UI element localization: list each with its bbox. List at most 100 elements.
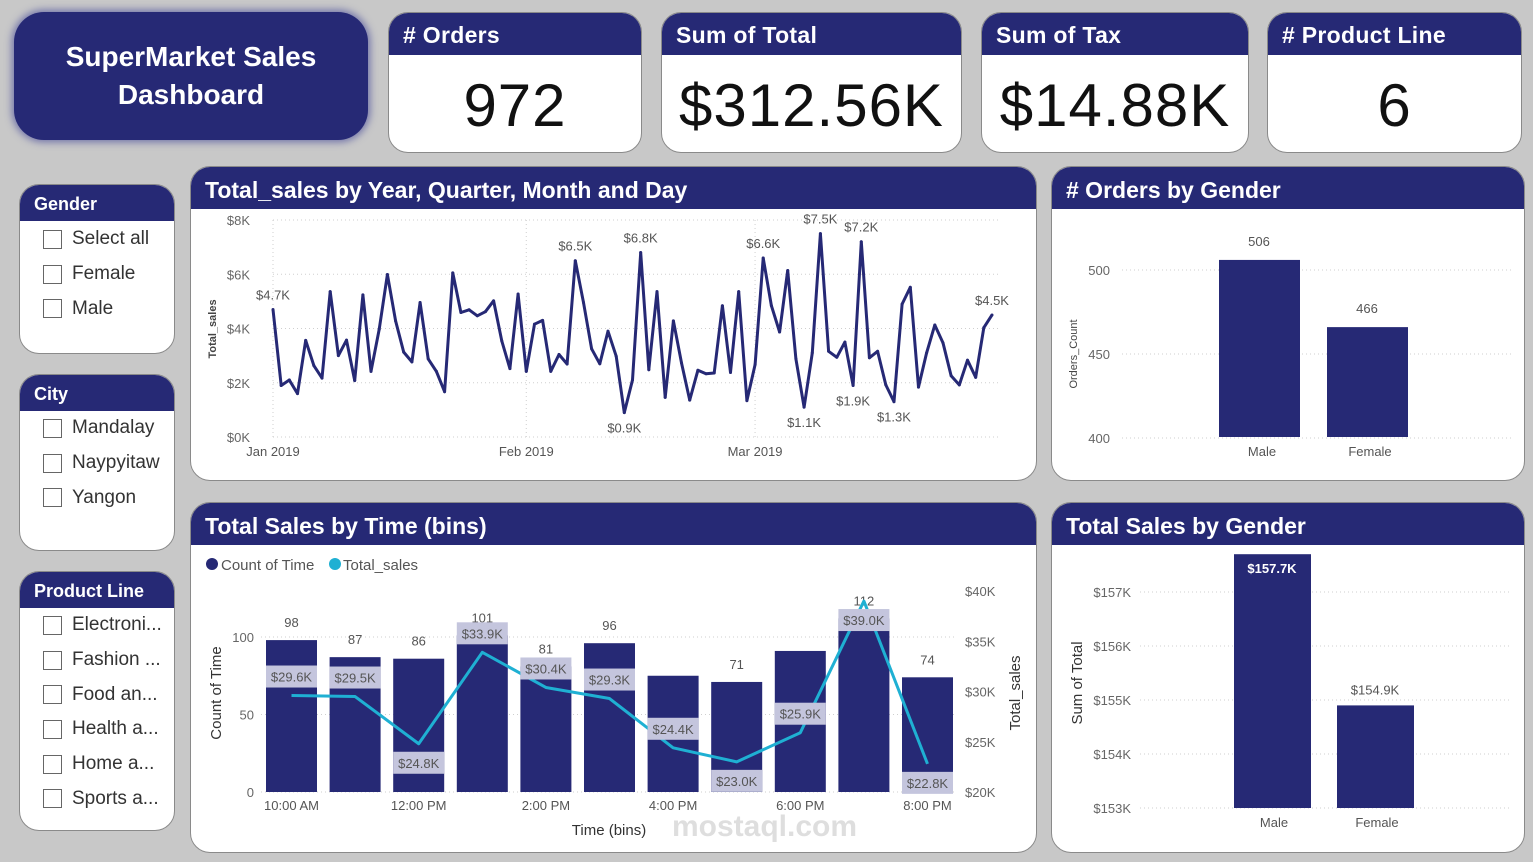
x-tick-label: Male: [1248, 444, 1276, 459]
option-label: Yangon: [72, 486, 137, 508]
data-point: [271, 308, 275, 312]
data-point: [647, 368, 651, 372]
sales-by-date-chart[interactable]: $0K $2K $4K $6K $8K Jan 2019 Feb 2019 Mar 2019 T…: [191, 167, 1037, 481]
slicer-option-sports[interactable]: Sports a...: [20, 781, 174, 816]
slicer-option-mandalay[interactable]: Mandalay: [20, 411, 174, 446]
checkbox[interactable]: [43, 299, 62, 319]
data-point: [475, 314, 479, 318]
panel-title: Total Sales by Time (bins): [191, 503, 1036, 545]
data-point: [720, 304, 724, 308]
checkbox[interactable]: [43, 453, 62, 473]
slicer-option-male[interactable]: Male: [20, 291, 174, 326]
data-point: [459, 310, 463, 314]
data-point: [786, 268, 790, 272]
data-label: $7.2K: [844, 220, 878, 235]
checkbox[interactable]: [43, 719, 62, 739]
sales-by-gender-panel: Total Sales by Gender $153K $154K $155K $15…: [1051, 502, 1525, 853]
checkbox[interactable]: [43, 264, 62, 284]
bar-count: [520, 666, 572, 792]
count-label: 86: [411, 634, 425, 649]
y-tick-label: $155K: [1093, 693, 1131, 708]
data-point: [565, 362, 569, 366]
option-label: Health a...: [72, 718, 159, 740]
y-axis-title: Count of Time: [208, 646, 225, 739]
checkbox[interactable]: [43, 488, 62, 508]
y-tick-label: 0: [247, 785, 254, 800]
checkbox[interactable]: [43, 789, 62, 809]
data-point: [769, 304, 773, 308]
title-line-2: Dashboard: [117, 79, 265, 110]
data-point: [336, 354, 340, 358]
panel-title: Total Sales by Gender: [1052, 503, 1524, 545]
data-label: $6.5K: [558, 239, 592, 254]
city-slicer: City Mandalay Naypyitaw Yangon: [19, 374, 175, 551]
y-tick-label: $154K: [1093, 747, 1131, 762]
option-label: Electroni...: [72, 614, 162, 636]
data-point: [974, 375, 978, 379]
data-point: [492, 299, 496, 303]
sales-label-bg: [329, 666, 381, 689]
x-tick-label: 12:00 PM: [391, 798, 447, 813]
data-point: [990, 313, 994, 317]
count-label: 87: [348, 632, 362, 647]
slicer-title: Product Line: [20, 572, 174, 608]
legend-label: Total_sales: [343, 557, 418, 574]
count-label: 74: [920, 652, 934, 667]
slicer-title: Gender: [20, 185, 174, 221]
data-point: [296, 392, 300, 396]
data-point: [410, 360, 414, 364]
sales-label-bg: [711, 769, 763, 792]
option-label: Fashion ...: [72, 649, 161, 671]
checkbox[interactable]: [43, 685, 62, 705]
checkbox[interactable]: [43, 754, 62, 774]
sales-line: [291, 599, 929, 765]
data-label: $4.5K: [975, 293, 1009, 308]
kpi-label: Sum of Tax: [982, 13, 1248, 55]
slicer-option-health[interactable]: Health a...: [20, 712, 174, 747]
y2-tick-label: $25K: [965, 735, 996, 750]
sales-label-bg: [266, 665, 317, 688]
orders-by-gender-chart[interactable]: 400 450 500 Orders_Count 506 Male 466 Female: [1052, 167, 1525, 481]
data-point: [835, 355, 839, 359]
watermark: mostaql.com: [672, 810, 858, 843]
checkbox[interactable]: [43, 229, 62, 249]
slicer-option-naypyitaw[interactable]: Naypyitaw: [20, 446, 174, 481]
data-point: [622, 411, 626, 415]
data-label: $6.8K: [624, 231, 658, 246]
data-label: $154.9K: [1351, 682, 1400, 697]
data-point: [557, 353, 561, 357]
data-point: [916, 385, 920, 389]
data-point: [745, 399, 749, 403]
panel-title: Total_sales by Year, Quarter, Month and …: [191, 167, 1036, 209]
checkbox[interactable]: [43, 418, 62, 438]
x-tick-label: Male: [1260, 815, 1288, 830]
sales-by-time-chart[interactable]: Count of Time Total_sales 0 50 100 $20K $25K $3…: [191, 503, 1037, 853]
panel-title: # Orders by Gender: [1052, 167, 1524, 209]
data-label: $157.7K: [1247, 561, 1297, 576]
sales-by-gender-chart[interactable]: $153K $154K $155K $156K $157K Sum of Total $15…: [1052, 503, 1525, 853]
title-line-1: SuperMarket Sales: [65, 41, 317, 72]
checkbox[interactable]: [43, 650, 62, 670]
slicer-option-fashion[interactable]: Fashion ...: [20, 643, 174, 678]
sales-label-bg: [774, 702, 826, 725]
data-point: [549, 369, 553, 373]
slicer-option-select-all[interactable]: Select all: [20, 222, 174, 257]
y-tick-label: $153K: [1093, 801, 1131, 816]
slicer-option-home[interactable]: Home a...: [20, 747, 174, 782]
slicer-option-female[interactable]: Female: [20, 257, 174, 292]
sales-label: $29.3K: [589, 673, 631, 688]
y-tick-label: $156K: [1093, 639, 1131, 654]
data-point: [524, 369, 528, 373]
sales-label-bg: [456, 622, 508, 645]
slicer-option-yangon[interactable]: Yangon: [20, 480, 174, 515]
y-tick-label: $157K: [1093, 585, 1131, 600]
y2-tick-label: $30K: [965, 685, 996, 700]
sales-label: $30.4K: [525, 661, 567, 676]
checkbox[interactable]: [43, 615, 62, 635]
slicer-option-food[interactable]: Food an...: [20, 677, 174, 712]
data-point: [949, 374, 953, 378]
option-label: Sports a...: [72, 787, 159, 809]
product-line-slicer: Product Line Electroni... Fashion ... Fo…: [19, 571, 175, 831]
data-point: [320, 376, 324, 380]
slicer-option-electronic[interactable]: Electroni...: [20, 608, 174, 643]
